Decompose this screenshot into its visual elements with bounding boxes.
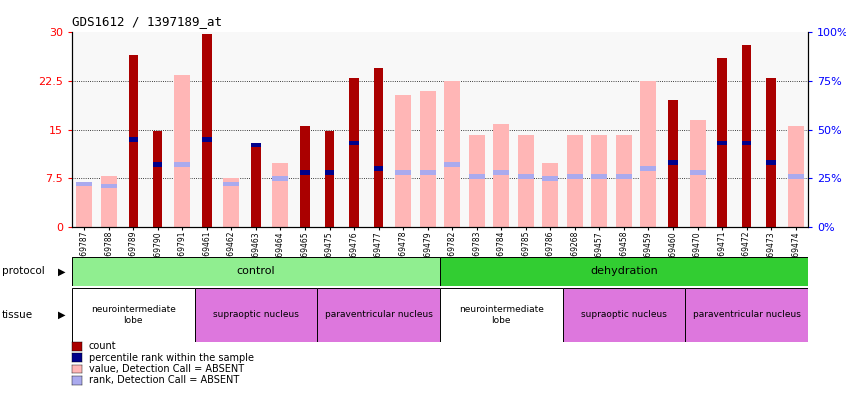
Bar bbox=[440, 288, 563, 342]
Bar bbox=[668, 160, 678, 165]
Bar bbox=[76, 181, 92, 186]
Text: rank, Detection Call = ABSENT: rank, Detection Call = ABSENT bbox=[89, 375, 239, 385]
Bar bbox=[440, 257, 808, 286]
Text: ▶: ▶ bbox=[58, 310, 65, 320]
Bar bbox=[317, 288, 440, 342]
Bar bbox=[223, 178, 239, 227]
Text: neurointermediate
lobe: neurointermediate lobe bbox=[91, 305, 176, 324]
Bar bbox=[685, 288, 808, 342]
Bar bbox=[640, 166, 656, 171]
Bar bbox=[153, 162, 162, 167]
Text: paraventricular nucleus: paraventricular nucleus bbox=[325, 310, 432, 320]
Bar bbox=[717, 141, 727, 145]
Text: GDS1612 / 1397189_at: GDS1612 / 1397189_at bbox=[72, 15, 222, 28]
Text: percentile rank within the sample: percentile rank within the sample bbox=[89, 353, 254, 362]
Bar bbox=[766, 78, 776, 227]
Text: control: control bbox=[237, 266, 275, 276]
Bar bbox=[129, 55, 138, 227]
Bar bbox=[251, 143, 261, 147]
Bar bbox=[668, 100, 678, 227]
Bar bbox=[195, 288, 317, 342]
Bar bbox=[374, 68, 383, 227]
Bar bbox=[689, 120, 706, 227]
Bar bbox=[788, 174, 804, 179]
Bar bbox=[685, 288, 808, 342]
Bar bbox=[444, 81, 460, 227]
Bar bbox=[616, 174, 632, 179]
Bar bbox=[493, 124, 509, 227]
Bar bbox=[420, 91, 436, 227]
Bar bbox=[440, 288, 563, 342]
Bar bbox=[72, 288, 195, 342]
Bar bbox=[101, 183, 117, 188]
Bar bbox=[349, 78, 359, 227]
Text: ▶: ▶ bbox=[58, 266, 65, 276]
Text: supraoptic nucleus: supraoptic nucleus bbox=[213, 310, 299, 320]
Bar bbox=[317, 288, 440, 342]
Bar bbox=[542, 163, 558, 227]
Bar bbox=[202, 34, 212, 227]
Bar bbox=[591, 135, 607, 227]
Bar bbox=[444, 162, 460, 167]
Bar bbox=[717, 58, 727, 227]
Bar bbox=[129, 137, 138, 142]
Bar bbox=[153, 131, 162, 227]
Bar bbox=[567, 135, 583, 227]
Bar bbox=[300, 126, 310, 227]
Bar bbox=[493, 170, 509, 175]
Bar bbox=[567, 174, 583, 179]
Bar bbox=[689, 170, 706, 175]
Text: dehydration: dehydration bbox=[590, 266, 658, 276]
Bar bbox=[616, 135, 632, 227]
Bar bbox=[325, 131, 334, 227]
Bar bbox=[518, 135, 534, 227]
Bar bbox=[195, 288, 317, 342]
Bar bbox=[223, 181, 239, 186]
Bar bbox=[72, 288, 195, 342]
Text: paraventricular nucleus: paraventricular nucleus bbox=[693, 310, 800, 320]
Bar bbox=[469, 135, 485, 227]
Bar bbox=[788, 126, 804, 227]
Bar bbox=[563, 288, 685, 342]
Bar bbox=[395, 95, 411, 227]
Bar bbox=[742, 45, 751, 227]
Bar bbox=[325, 170, 334, 175]
Bar bbox=[420, 170, 436, 175]
Bar bbox=[440, 257, 808, 286]
Text: neurointermediate
lobe: neurointermediate lobe bbox=[459, 305, 544, 324]
Bar bbox=[469, 174, 485, 179]
Bar bbox=[202, 137, 212, 142]
Bar bbox=[72, 257, 440, 286]
Text: count: count bbox=[89, 341, 117, 351]
Bar bbox=[766, 160, 776, 165]
Bar bbox=[300, 170, 310, 175]
Bar bbox=[742, 141, 751, 145]
Bar bbox=[272, 176, 288, 181]
Bar bbox=[251, 146, 261, 227]
Bar bbox=[563, 288, 685, 342]
Bar bbox=[72, 257, 440, 286]
Bar bbox=[518, 174, 534, 179]
Bar bbox=[374, 166, 383, 171]
Bar bbox=[272, 163, 288, 227]
Bar bbox=[591, 174, 607, 179]
Bar bbox=[349, 141, 359, 145]
Bar bbox=[174, 162, 190, 167]
Text: tissue: tissue bbox=[2, 310, 33, 320]
Text: protocol: protocol bbox=[2, 266, 45, 276]
Bar bbox=[101, 176, 117, 227]
Bar bbox=[395, 170, 411, 175]
Bar bbox=[640, 81, 656, 227]
Text: value, Detection Call = ABSENT: value, Detection Call = ABSENT bbox=[89, 364, 244, 374]
Bar bbox=[174, 75, 190, 227]
Bar bbox=[76, 184, 92, 227]
Bar bbox=[542, 176, 558, 181]
Text: supraoptic nucleus: supraoptic nucleus bbox=[581, 310, 667, 320]
